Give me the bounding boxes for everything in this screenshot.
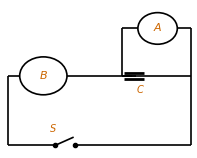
Text: A: A (154, 23, 161, 33)
Circle shape (20, 57, 67, 95)
Text: S: S (50, 124, 56, 134)
Circle shape (138, 13, 177, 44)
Text: B: B (40, 71, 47, 81)
Text: C: C (137, 85, 143, 95)
